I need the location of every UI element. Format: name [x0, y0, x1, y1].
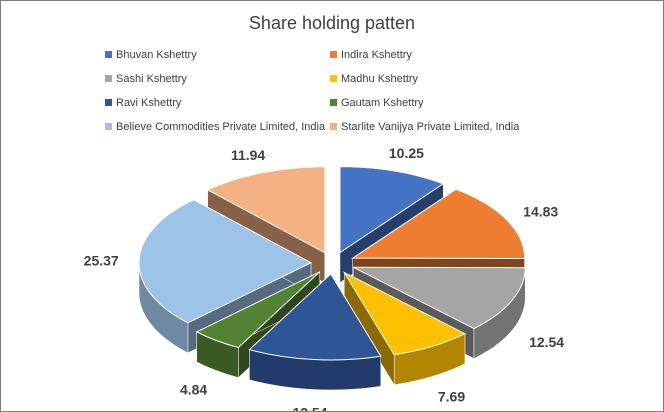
legend-item: Starlite Vanijya Private Limited, India [330, 118, 570, 135]
legend-swatch [330, 123, 337, 130]
pie-slice-group [342, 271, 467, 386]
legend-swatch [105, 51, 112, 58]
legend-label: Believe Commodities Private Limited, Ind… [116, 120, 326, 133]
legend-item: Madhu Kshettry [330, 70, 570, 87]
data-label: 11.94 [231, 147, 265, 163]
data-label: 7.69 [438, 389, 465, 405]
legend-label: Sashi Kshettry [116, 72, 187, 85]
legend-item: Indira Kshettry [330, 46, 570, 63]
pie-slice [342, 271, 467, 356]
legend-label: Madhu Kshettry [341, 72, 419, 85]
legend-item: Gautam Kshettry [330, 94, 570, 111]
legend-item: Believe Commodities Private Limited, Ind… [105, 118, 330, 135]
pie-slice-group [248, 273, 382, 391]
data-label: 12.54 [529, 334, 564, 350]
data-label: 10.25 [389, 145, 424, 161]
pie-slice [353, 266, 526, 330]
chart-title: Share holding patten [248, 13, 416, 33]
legend-swatch [330, 75, 337, 82]
legend-label: Indira Kshettry [341, 48, 412, 61]
data-label: 4.84 [180, 382, 207, 398]
legend-label: Bhuvan Kshettry [116, 48, 197, 61]
pie-slice [138, 199, 313, 324]
legend-item: Bhuvan Kshettry [105, 46, 330, 63]
pie-slice [195, 271, 321, 349]
data-label: 12.54 [292, 404, 327, 411]
data-label: 25.37 [84, 252, 119, 268]
legend-swatch [105, 75, 112, 82]
legend-swatch [105, 99, 112, 106]
legend-swatch [330, 51, 337, 58]
legend-item: Ravi Kshettry [105, 94, 330, 111]
legend-label: Gautam Kshettry [341, 96, 424, 109]
pie-slice [206, 166, 326, 254]
legend-swatch [330, 99, 337, 106]
legend-label: Starlite Vanijya Private Limited, India [341, 120, 520, 133]
legend-item: Sashi Kshettry [105, 70, 330, 87]
legend: Bhuvan Kshettry Indira Kshettry Sashi Ks… [105, 46, 605, 135]
pie-slice [351, 188, 526, 260]
legend-swatch [105, 123, 112, 130]
legend-label: Ravi Kshettry [116, 96, 182, 109]
data-label: 14.83 [523, 203, 558, 219]
pie-slice [248, 273, 382, 361]
pie-slice [339, 166, 445, 254]
